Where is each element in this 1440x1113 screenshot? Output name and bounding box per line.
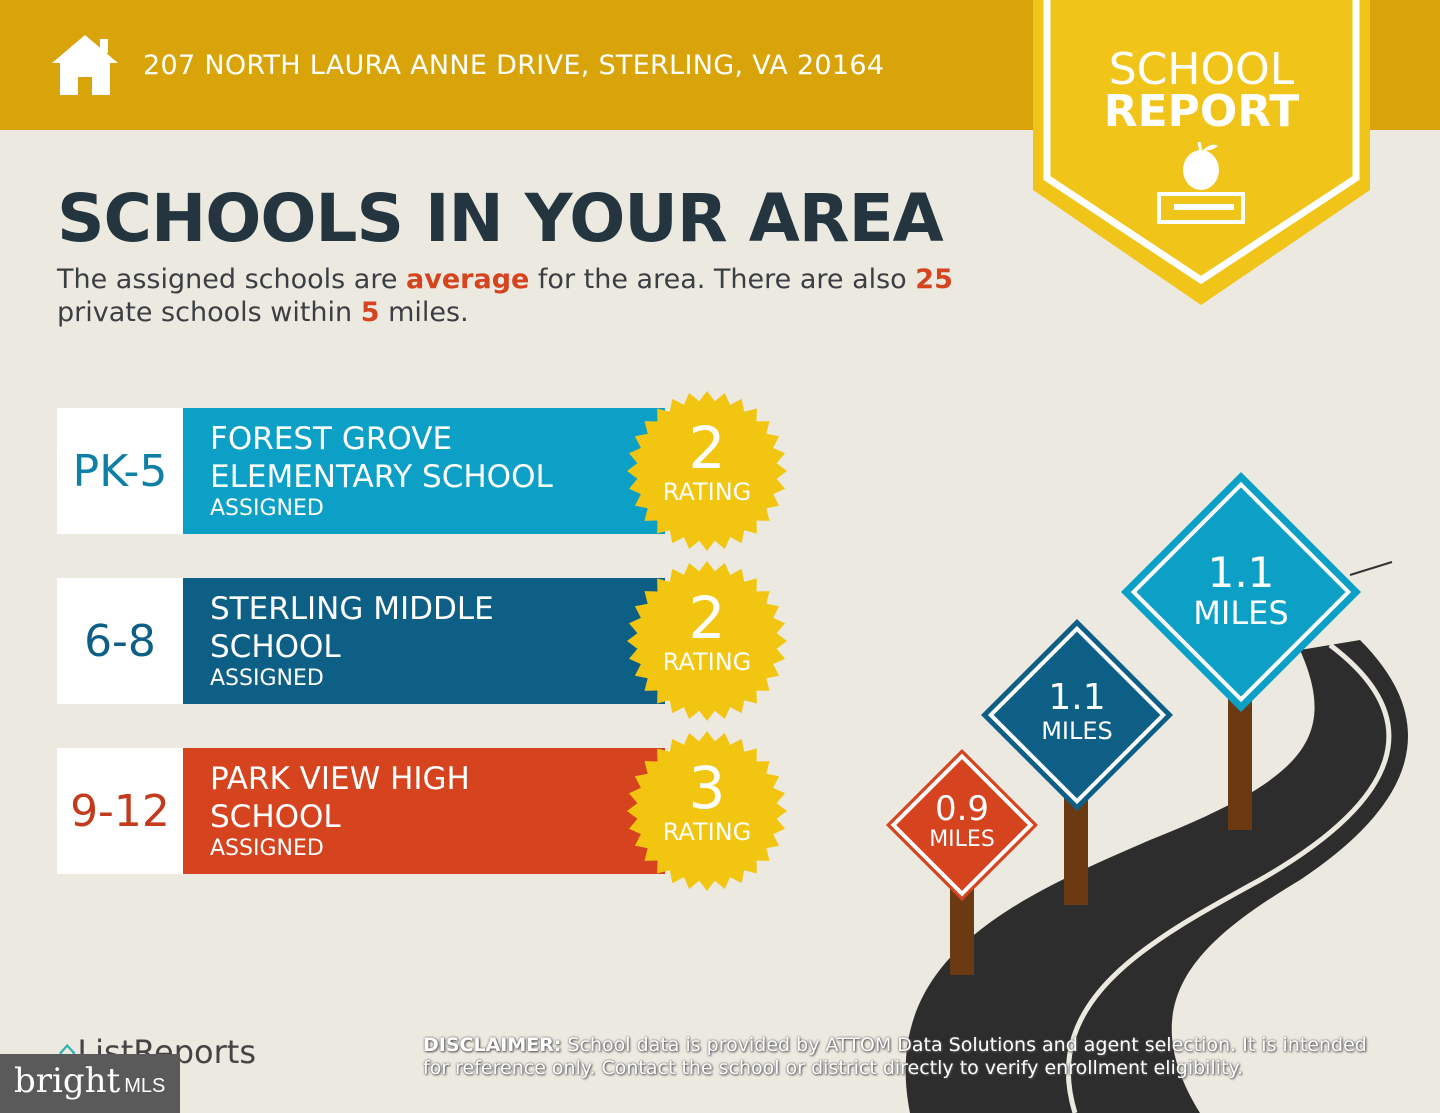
rating-seal: 2 RATING: [622, 556, 792, 726]
rating-value: 2: [688, 414, 726, 482]
school-row: 9-12 PARK VIEW HIGH SCHOOL ASSIGNED: [57, 748, 665, 874]
distance-sign: 1.1 MILES: [1119, 470, 1363, 714]
rating-label: RATING: [662, 478, 752, 506]
badge-line-2: REPORT: [1103, 86, 1300, 137]
rating-label: RATING: [662, 648, 752, 676]
badge-line-1: SCHOOL: [1108, 44, 1295, 95]
rating-value: 2: [688, 584, 726, 652]
rating-seal: 3 RATING: [622, 726, 792, 896]
distance-sign: 0.9 MILES: [884, 747, 1040, 903]
school-name: PARK VIEW HIGH SCHOOL: [210, 761, 470, 835]
school-info: FOREST GROVE ELEMENTARY SCHOOL ASSIGNED: [183, 408, 665, 534]
property-address: 207 NORTH LAURA ANNE DRIVE, STERLING, VA…: [143, 50, 885, 81]
school-info: STERLING MIDDLE SCHOOL ASSIGNED: [183, 578, 665, 704]
house-icon: [52, 35, 118, 95]
distance-value: 1.1: [1048, 677, 1106, 719]
distance-unit: MILES: [1041, 717, 1113, 745]
school-status: ASSIGNED: [210, 836, 324, 861]
rating-value: 3: [688, 754, 726, 822]
miles-radius: 5: [360, 297, 380, 328]
private-count: 25: [915, 264, 953, 295]
grade-range: PK-5: [57, 408, 183, 534]
distance-unit: MILES: [929, 827, 995, 852]
grade-range: 9-12: [57, 748, 183, 874]
distance-value: 1.1: [1207, 547, 1275, 597]
school-name: STERLING MIDDLE SCHOOL: [210, 591, 494, 665]
school-info: PARK VIEW HIGH SCHOOL ASSIGNED: [183, 748, 665, 874]
disclaimer: DISCLAIMER: School data is provided by A…: [423, 1034, 1367, 1079]
distance-value: 0.9: [934, 789, 990, 830]
school-status: ASSIGNED: [210, 666, 324, 691]
rating-label: RATING: [662, 818, 752, 846]
distance-unit: MILES: [1193, 594, 1289, 632]
school-status: ASSIGNED: [210, 496, 324, 521]
rating-word: average: [406, 264, 530, 295]
school-row: 6-8 STERLING MIDDLE SCHOOL ASSIGNED: [57, 578, 665, 704]
grade-range: 6-8: [57, 578, 183, 704]
distance-sign: 1.1 MILES: [979, 617, 1175, 813]
apple-on-book-icon: [1157, 141, 1245, 224]
school-name: FOREST GROVE ELEMENTARY SCHOOL: [210, 421, 553, 495]
rating-seal: 2 RATING: [622, 386, 792, 556]
summary-text: The assigned schools are average for the…: [57, 264, 953, 328]
bright-mls-watermark: bright MLS: [0, 1054, 180, 1113]
page-title: SCHOOLS IN YOUR AREA: [57, 180, 944, 257]
school-row: PK-5 FOREST GROVE ELEMENTARY SCHOOL ASSIG…: [57, 408, 665, 534]
